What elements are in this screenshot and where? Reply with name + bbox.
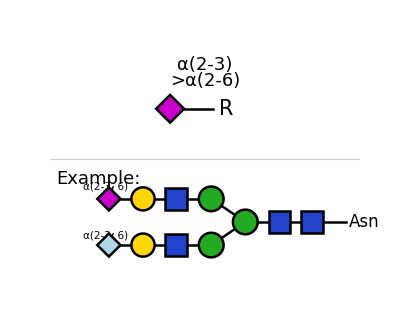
Text: α(2-3, 6): α(2-3, 6) [82, 230, 128, 240]
Text: R: R [219, 99, 233, 119]
Bar [166, 234, 187, 256]
Text: α(2-3, 6): α(2-3, 6) [82, 182, 128, 192]
Circle shape [131, 187, 155, 211]
Bar [166, 188, 187, 210]
Polygon shape [156, 95, 184, 123]
Circle shape [131, 234, 155, 257]
Text: >α(2-6): >α(2-6) [170, 72, 240, 90]
Polygon shape [97, 187, 120, 211]
Circle shape [199, 233, 224, 257]
Text: α(2-3): α(2-3) [177, 56, 233, 74]
Bar [301, 211, 323, 233]
Text: Example:: Example: [56, 170, 140, 189]
Polygon shape [97, 234, 120, 257]
Circle shape [233, 210, 258, 234]
Bar [268, 211, 290, 233]
Circle shape [199, 187, 224, 211]
Text: Asn: Asn [349, 213, 380, 231]
